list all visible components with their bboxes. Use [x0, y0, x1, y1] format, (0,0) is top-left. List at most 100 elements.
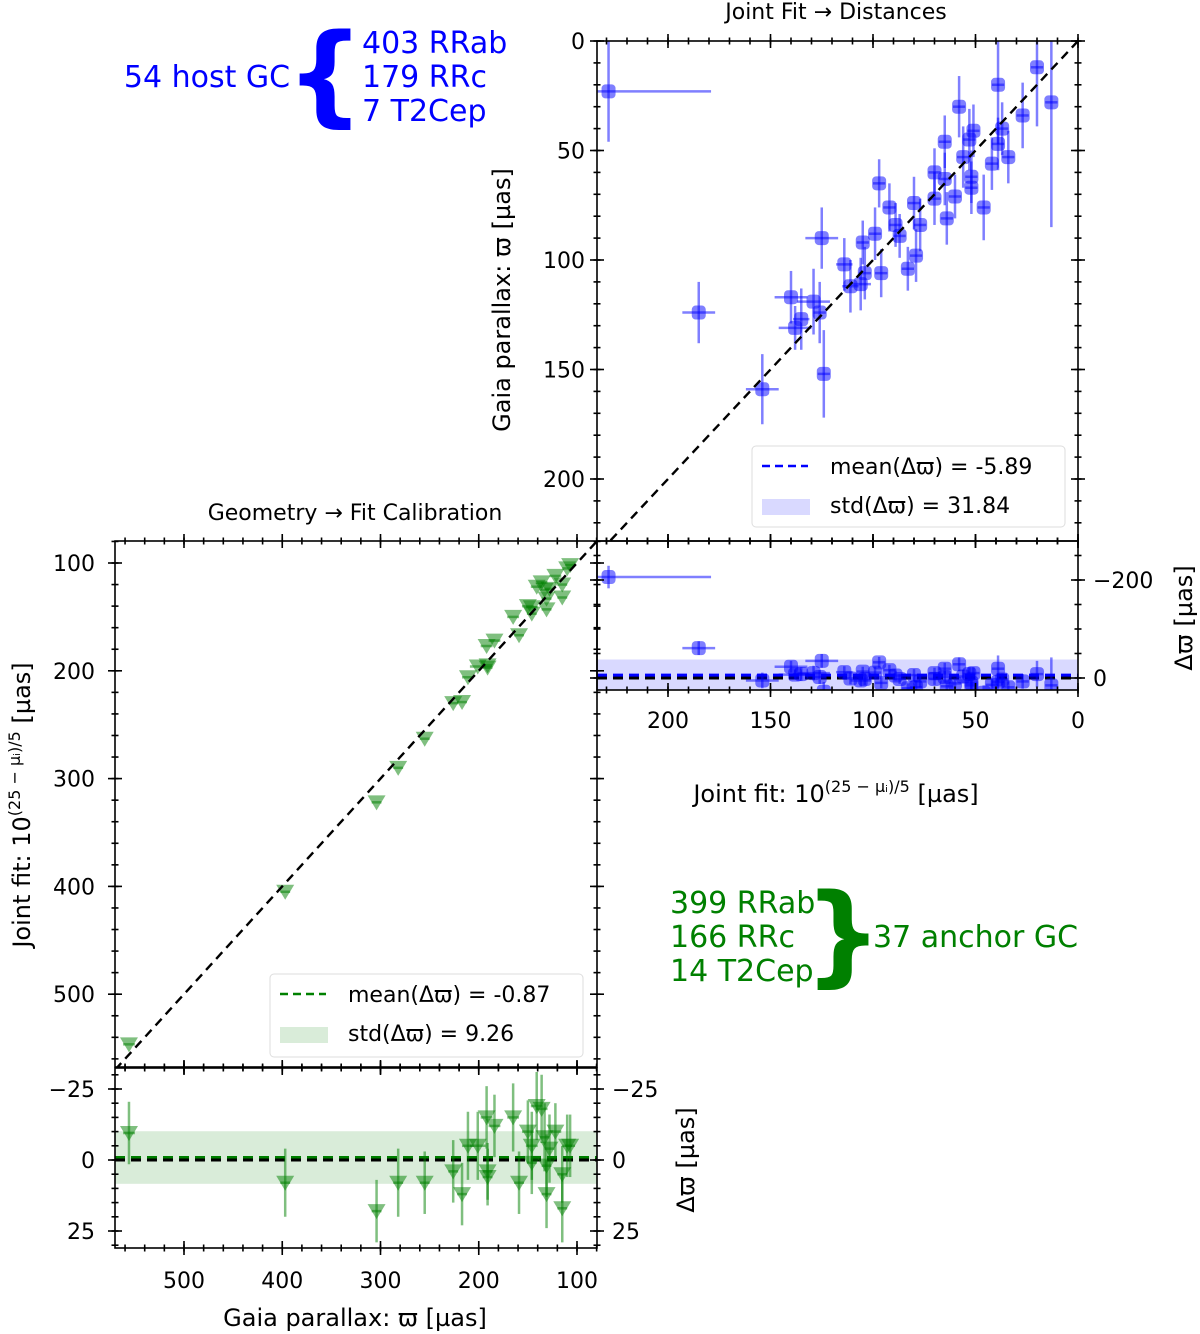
- residual-point: [367, 1179, 386, 1243]
- data-point-marker: [874, 266, 889, 281]
- data-point: [682, 281, 716, 344]
- data-point-marker: [788, 667, 803, 682]
- data-point: [797, 268, 830, 335]
- residual-point: [939, 679, 954, 690]
- data-point: [553, 577, 572, 593]
- legend-distances: mean(Δϖ) = -5.89 std(Δϖ) = 31.84: [751, 445, 1066, 528]
- data-point-marker: [561, 558, 580, 574]
- data-point-marker: [540, 581, 559, 597]
- data-point-marker: [1030, 667, 1044, 682]
- data-point-marker: [939, 679, 954, 690]
- anchor-brace: }: [804, 870, 882, 998]
- residual-tick-label-left: 0: [81, 1149, 95, 1174]
- host-rrc: 179 RRc: [362, 60, 487, 95]
- data-point-marker: [537, 602, 556, 618]
- x-tick-label: 0: [1071, 709, 1085, 734]
- data-point-marker: [561, 1138, 580, 1154]
- data-point-marker: [900, 681, 915, 690]
- residual-point: [874, 675, 889, 690]
- data-point-marker: [788, 320, 803, 335]
- residual-point: [546, 1103, 565, 1160]
- title-joint-fit-distances: Joint Fit → Distances: [723, 0, 947, 25]
- data-point: [966, 104, 981, 158]
- x-tick-label: 400: [261, 1269, 303, 1294]
- data-point: [1044, 41, 1059, 228]
- data-point-marker: [976, 200, 991, 215]
- data-point-marker: [853, 673, 868, 688]
- data-point-marker: [927, 191, 942, 206]
- residual-tick-label-right: −25: [612, 1078, 658, 1103]
- data-point-marker: [991, 661, 1006, 676]
- data-point: [805, 207, 839, 269]
- residual-point: [682, 641, 716, 656]
- frame-fit-calibration: [114, 540, 598, 1068]
- y-axis-label-delta-bottom: Δϖ [µas]: [672, 1107, 700, 1212]
- residual-point: [522, 1131, 541, 1195]
- y-tick-label: 150: [543, 359, 585, 384]
- residual-point: [900, 681, 915, 690]
- data-point-marker: [119, 1126, 138, 1142]
- y-tick-label: 200: [53, 660, 95, 685]
- data-point-marker: [691, 641, 706, 656]
- residual-point: [453, 1162, 472, 1226]
- data-point-marker: [816, 684, 831, 690]
- data-point: [913, 198, 928, 252]
- data-point-marker: [532, 1101, 551, 1117]
- residual-point: [597, 565, 712, 589]
- data-point: [367, 795, 386, 811]
- data-point-marker: [601, 84, 616, 99]
- data-point-marker: [837, 257, 852, 272]
- one-to-one-line: [116, 541, 597, 1067]
- data-point-marker: [510, 1175, 529, 1191]
- y-tick-label: 200: [543, 468, 585, 493]
- data-point-marker: [537, 591, 556, 607]
- data-point-marker: [956, 150, 971, 165]
- data-point-marker: [540, 1141, 559, 1157]
- panel-calibration-residuals: [115, 1071, 597, 1243]
- legend-mean-label: mean(Δϖ) = -5.89: [830, 455, 1032, 480]
- data-point: [745, 354, 779, 425]
- data-point-marker: [812, 670, 827, 685]
- residual-point: [952, 657, 967, 672]
- data-point-marker: [367, 1204, 386, 1220]
- x-tick-label: 100: [556, 1269, 598, 1294]
- data-point-marker: [814, 653, 829, 668]
- y-tick-label: 300: [53, 768, 95, 793]
- data-point: [485, 633, 504, 649]
- x-tick-label: 50: [962, 709, 990, 734]
- data-point-marker: [966, 123, 981, 138]
- data-point-marker: [553, 590, 572, 606]
- data-point-marker: [909, 248, 924, 263]
- data-point: [976, 174, 991, 241]
- host-gc-count: 54 host GC: [124, 60, 290, 95]
- data-point: [537, 602, 556, 618]
- data-point: [927, 172, 942, 225]
- data-point: [816, 330, 831, 418]
- legend-std-band-blue: [762, 499, 810, 515]
- data-point-marker: [937, 171, 952, 186]
- panel-joint-fit-distances: [597, 41, 1078, 541]
- data-point-marker: [601, 570, 616, 585]
- residual-point: [477, 1086, 496, 1149]
- anchor-gc-count: 37 anchor GC: [873, 920, 1078, 955]
- residual-point: [478, 1148, 497, 1206]
- data-point: [553, 590, 572, 606]
- data-point: [458, 670, 477, 686]
- y-axis-label-delta-top: Δϖ [µas]: [1170, 565, 1198, 670]
- data-point-marker: [948, 189, 962, 204]
- data-point-marker: [939, 211, 954, 226]
- panel-distances-residuals: [597, 565, 1078, 690]
- data-point-marker: [913, 217, 928, 232]
- data-point-marker: [853, 277, 868, 292]
- data-point-marker: [485, 633, 504, 649]
- data-point: [868, 207, 883, 260]
- data-point-marker: [389, 1175, 408, 1191]
- data-point-marker: [816, 366, 831, 381]
- residual-point: [805, 653, 839, 668]
- data-point-marker: [504, 609, 523, 625]
- legend-mean-label: mean(Δϖ) = -0.87: [348, 983, 550, 1008]
- data-point-marker: [900, 261, 915, 276]
- label-suffix: [µas]: [8, 662, 36, 731]
- data-point-marker: [995, 121, 1010, 136]
